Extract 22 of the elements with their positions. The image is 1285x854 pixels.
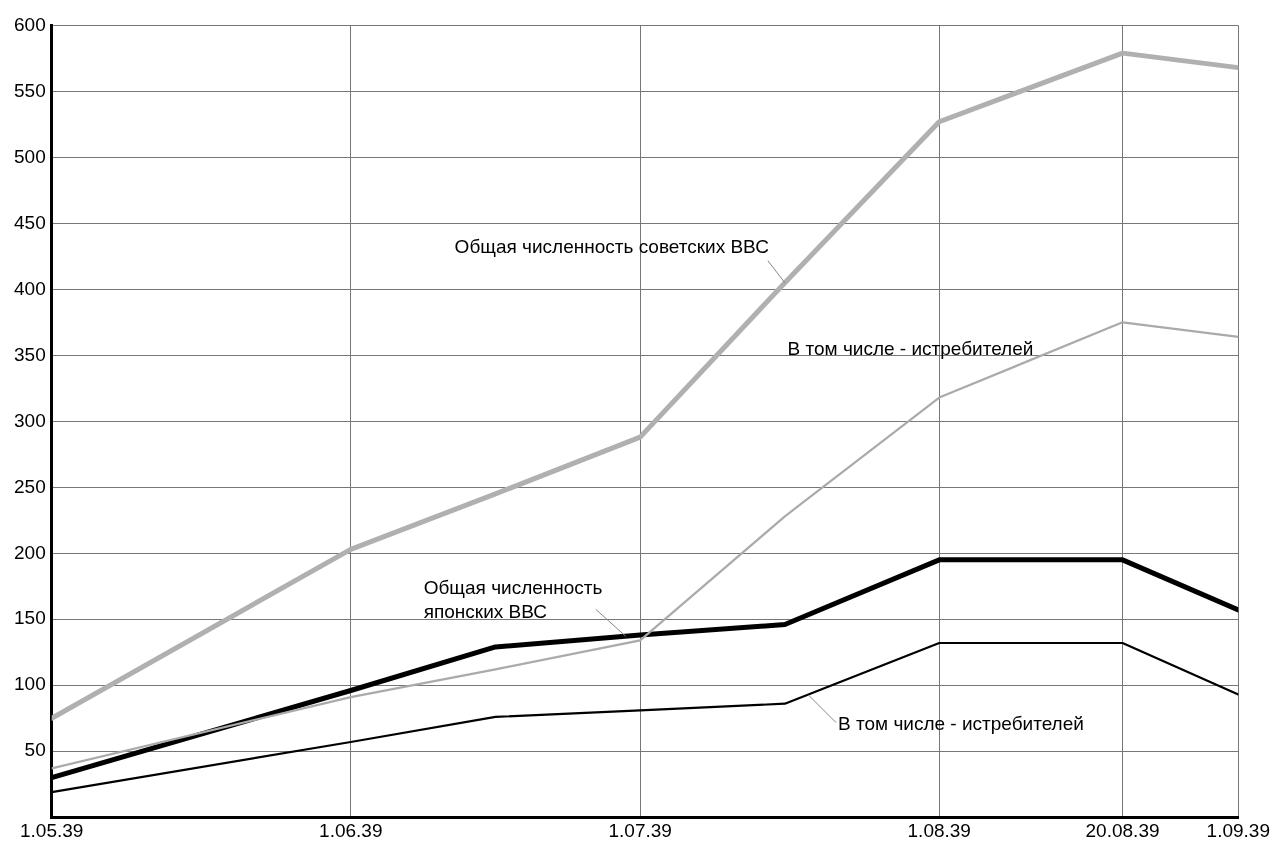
y-tick-label: 100 xyxy=(14,673,46,695)
x-tick-label: 1.06.39 xyxy=(319,819,383,841)
y-tick-label: 350 xyxy=(14,343,46,365)
series-label: В том числе - истребителей xyxy=(787,338,1034,360)
y-tick-label: 50 xyxy=(24,739,46,761)
series-label: Общая численность советских ВВС xyxy=(454,235,769,257)
x-tick-label: 1.05.39 xyxy=(20,819,84,841)
series-label: В том числе - истребителей xyxy=(838,712,1084,734)
y-tick-label: 550 xyxy=(14,79,46,101)
y-tick-label: 250 xyxy=(14,475,46,497)
y-tick-label: 600 xyxy=(14,13,46,35)
y-tick-label: 150 xyxy=(14,607,46,629)
x-tick-label: 1.08.39 xyxy=(907,819,971,841)
y-tick-label: 300 xyxy=(14,409,46,431)
y-tick-label: 400 xyxy=(14,277,46,299)
y-tick-label: 450 xyxy=(14,211,46,233)
y-tick-label: 200 xyxy=(14,541,46,563)
x-tick-label: 1.09.39 xyxy=(1206,819,1271,841)
x-tick-label: 20.08.39 xyxy=(1085,819,1160,841)
x-tick-label: 1.07.39 xyxy=(608,819,672,841)
y-tick-label: 500 xyxy=(14,145,46,167)
series-label: Общая численность японских ВВС xyxy=(423,577,603,623)
